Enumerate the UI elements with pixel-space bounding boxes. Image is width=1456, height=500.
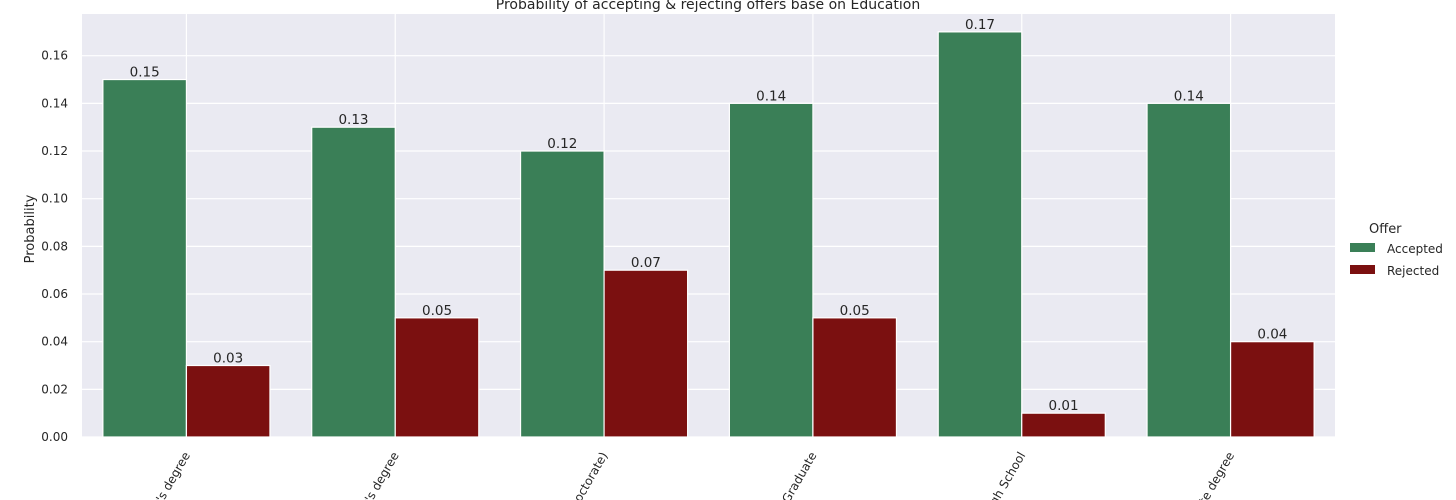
bar-accepted xyxy=(937,31,1023,438)
bar-rejected xyxy=(1229,341,1315,438)
y-axis-label: Probability xyxy=(23,194,38,263)
x-axis-ticks: Bachelor's degree Master's degree PhD (Doc… xyxy=(127,450,1237,500)
bar-accepted xyxy=(311,126,396,438)
data-label: 0.07 xyxy=(631,255,661,271)
bar-accepted xyxy=(728,102,814,438)
legend-label-accepted: Accepted xyxy=(1387,242,1443,256)
data-label: 0.03 xyxy=(213,351,243,367)
x-tick-label: High School xyxy=(981,450,1029,500)
bar-rejected xyxy=(394,317,480,438)
data-label: 0.14 xyxy=(1174,88,1204,104)
x-tick-label: Master's degree xyxy=(342,450,402,500)
data-label: 0.13 xyxy=(338,112,368,128)
y-tick-label: 0.02 xyxy=(41,382,68,396)
y-tick-label: 0.00 xyxy=(41,430,68,444)
data-label: 0.01 xyxy=(1048,398,1078,414)
y-tick-label: 0.16 xyxy=(41,49,68,63)
y-tick-label: 0.06 xyxy=(41,287,68,301)
legend: Offer Accepted Rejected xyxy=(1350,222,1443,278)
legend-title: Offer xyxy=(1369,222,1402,237)
x-tick-label: Graduate xyxy=(779,450,819,500)
y-tick-label: 0.04 xyxy=(41,335,68,349)
y-tick-label: 0.08 xyxy=(41,239,68,253)
y-axis-ticks: 0.00 0.02 0.04 0.06 0.08 0.10 0.12 0.14 0.16 xyxy=(41,49,68,444)
bar-accepted xyxy=(1146,102,1232,438)
legend-swatch-accepted xyxy=(1350,243,1375,252)
data-label: 0.17 xyxy=(965,17,995,33)
x-tick-label: Associate degree xyxy=(1173,450,1237,500)
data-label: 0.12 xyxy=(547,136,577,152)
data-label: 0.05 xyxy=(422,303,452,319)
data-label: 0.14 xyxy=(756,88,786,104)
y-tick-label: 0.14 xyxy=(41,96,68,110)
bars xyxy=(102,31,1315,438)
data-label: 0.05 xyxy=(840,303,870,319)
x-tick-label: Bachelor's degree xyxy=(127,450,193,500)
bar-accepted xyxy=(102,78,188,438)
legend-label-rejected: Rejected xyxy=(1387,264,1439,278)
y-tick-label: 0.10 xyxy=(41,192,68,206)
data-label: 0.04 xyxy=(1257,327,1287,343)
y-tick-label: 0.12 xyxy=(41,144,68,158)
data-labels: 0.15 0.03 0.13 0.05 0.12 0.07 0.14 0.05 0.17 0.01… xyxy=(130,17,1288,414)
bar-rejected xyxy=(185,364,271,438)
chart-title: Probability of accepting & rejecting off… xyxy=(496,0,920,13)
x-tick-label: PhD (Doctorate) xyxy=(550,450,611,500)
bar-accepted xyxy=(519,150,605,438)
plot-area xyxy=(82,14,1335,437)
bar-rejected xyxy=(603,269,689,438)
bar-rejected xyxy=(812,317,898,438)
legend-swatch-rejected xyxy=(1350,265,1375,274)
data-label: 0.15 xyxy=(130,65,160,81)
bar-rejected xyxy=(1021,412,1106,438)
